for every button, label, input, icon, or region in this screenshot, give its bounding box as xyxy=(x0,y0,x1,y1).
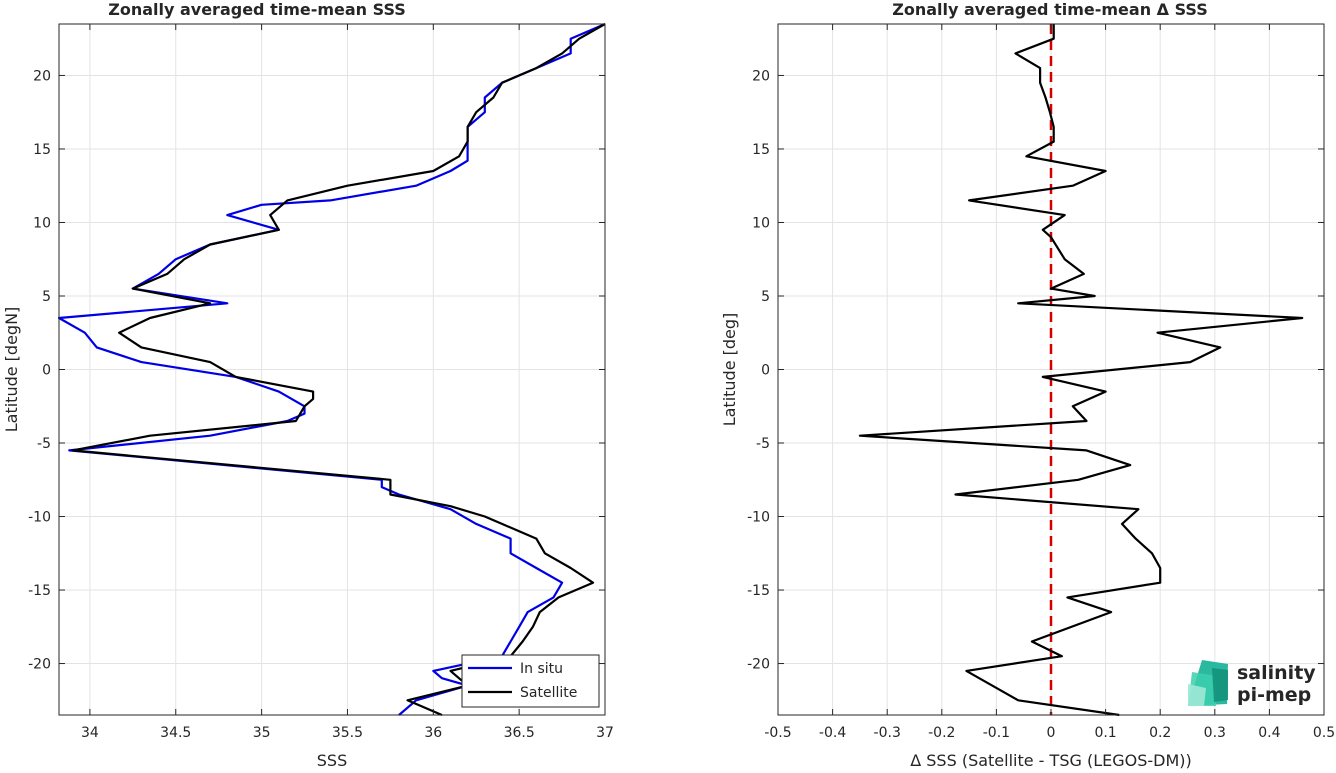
logo-line1: salinity xyxy=(1237,662,1316,684)
series-line-delta-sss xyxy=(858,24,1304,717)
y-tick-label: 20 xyxy=(752,68,770,84)
x-tick-label: 0.5 xyxy=(1313,725,1335,741)
legend: In situ Satellite xyxy=(461,654,600,708)
y-tick-label: -10 xyxy=(28,510,51,526)
logo-line2: pi-mep xyxy=(1237,684,1311,706)
x-tick-label: 0.3 xyxy=(1204,725,1226,741)
x-tick-label: 35 xyxy=(253,725,271,741)
chart-title: Zonally averaged time-mean Δ SSS xyxy=(892,0,1208,19)
y-tick-label: -5 xyxy=(37,436,51,452)
y-tick-label: -20 xyxy=(28,657,51,673)
x-tick-label: 36.5 xyxy=(504,725,535,741)
y-tick-label: -15 xyxy=(747,583,770,599)
y-tick-label: 0 xyxy=(42,363,51,379)
y-tick-label: 15 xyxy=(33,142,51,158)
x-tick-label: 0.2 xyxy=(1149,725,1171,741)
right-chart-panel: -0.5 -0.4 -0.3 -0.2 -0.1 0 0.1 0.2 0.3 0.4 0.5 -20 -… xyxy=(720,0,1335,770)
series-line-satellite xyxy=(71,23,606,717)
legend-label-satellite: Satellite xyxy=(520,685,577,701)
y-tick-label: 5 xyxy=(42,289,51,305)
y-tick-label: -5 xyxy=(756,436,770,452)
x-tick-label: 0 xyxy=(1047,725,1056,741)
x-tick-label: 37 xyxy=(596,725,614,741)
y-tick-label: 15 xyxy=(752,142,770,158)
x-tick-label: 35.5 xyxy=(332,725,363,741)
y-tick-label: -20 xyxy=(747,657,770,673)
y-tick-label: 5 xyxy=(761,289,770,305)
y-tick-label: 20 xyxy=(33,68,51,84)
left-chart-panel: 34 34.5 35 35.5 36 36.5 37 -20 -15 -10 -5 0 5 10 15 20 Z… xyxy=(2,0,614,770)
salinity-pi-mep-logo: salinity pi-mep xyxy=(1188,660,1316,706)
x-tick-label: -0.4 xyxy=(819,725,846,741)
x-tick-label: 34.5 xyxy=(160,725,191,741)
x-axis-label: Δ SSS (Satellite - TSG (LEGOS-DM)) xyxy=(910,751,1192,769)
x-tick-label: -0.5 xyxy=(764,725,791,741)
x-tick-label: 0.4 xyxy=(1258,725,1280,741)
y-tick-label: 10 xyxy=(33,215,51,231)
logo-waves-icon xyxy=(1188,660,1228,706)
x-tick-label: 0.1 xyxy=(1094,725,1116,741)
chart-title: Zonally averaged time-mean SSS xyxy=(108,0,406,19)
x-tick-label: 36 xyxy=(424,725,442,741)
y-tick-label: 0 xyxy=(761,363,770,379)
y-axis-label: Latitude [degN] xyxy=(2,307,21,433)
legend-label-in-situ: In situ xyxy=(520,661,563,677)
y-tick-label: 10 xyxy=(752,215,770,231)
x-tick-label: -0.2 xyxy=(928,725,955,741)
x-tick-label: -0.1 xyxy=(983,725,1010,741)
x-tick-label: 34 xyxy=(81,725,99,741)
legend-box xyxy=(461,654,600,708)
y-axis-label: Latitude [deg] xyxy=(720,313,739,427)
y-tick-label: -15 xyxy=(28,583,51,599)
y-tick-label: -10 xyxy=(747,510,770,526)
x-axis-label: SSS xyxy=(317,751,347,769)
x-tick-label: -0.3 xyxy=(874,725,901,741)
